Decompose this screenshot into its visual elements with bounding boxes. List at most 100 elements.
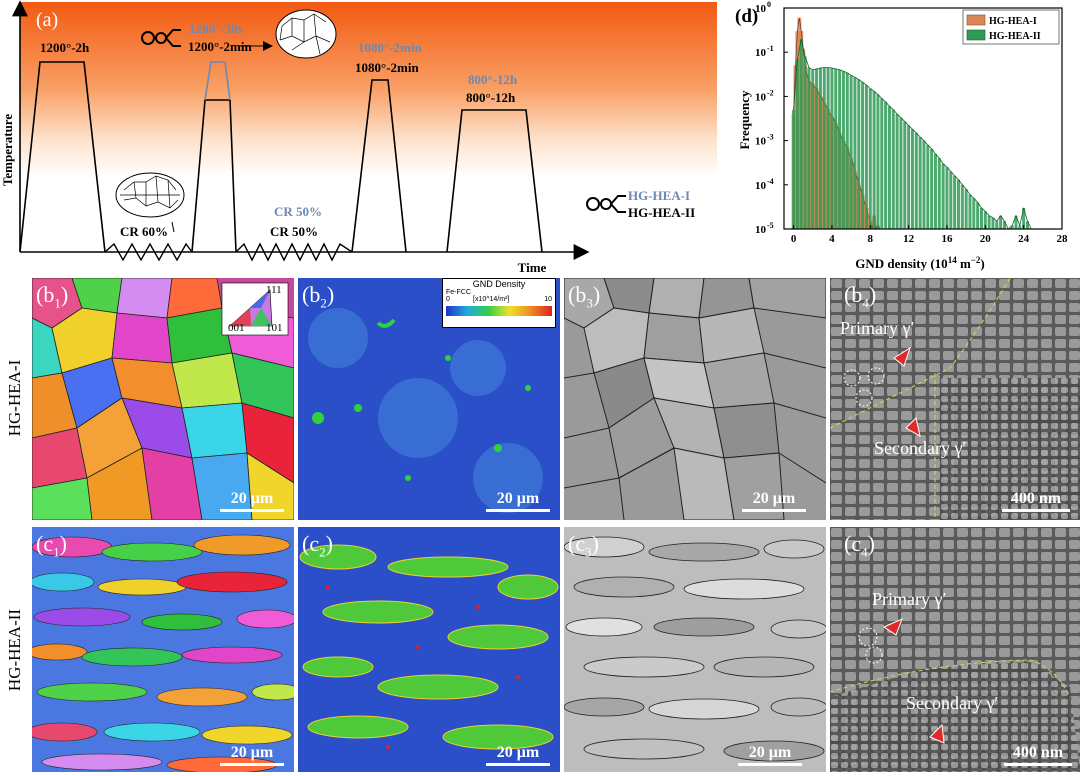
tile-b2-label: (b2): [302, 282, 335, 311]
cr1-label: CR 60%: [120, 224, 168, 239]
curve-step1: [19, 61, 106, 253]
curve-step3: [351, 79, 407, 253]
step4-grey-label: 800°-12h: [468, 72, 518, 87]
curve-step2-grey: [204, 61, 231, 101]
grain-structure-icon-2: [275, 9, 337, 59]
cr2-grey-label: CR 50%: [274, 204, 322, 219]
y-tick-label: 10: [755, 224, 767, 236]
tile-b4-label: (b4): [844, 282, 877, 311]
bar-hea-ii-8: [822, 67, 826, 229]
bar-hea-ii-24: [884, 101, 888, 229]
bar-hea-ii-12: [838, 69, 842, 230]
step2-label: 1200°-2min: [188, 39, 252, 54]
ipf-101-label: 101: [266, 322, 283, 334]
x-tick-label: 4: [829, 233, 835, 245]
y-axis-title: Frequency: [737, 90, 752, 149]
bar-hea-ii-48: [976, 202, 980, 229]
bar-hea-ii-5: [811, 69, 815, 230]
bar-hea-ii-15: [849, 75, 853, 229]
sem-image-c4: [830, 527, 1080, 772]
y-tick-exponent: -3: [767, 133, 774, 142]
panel-d-gnd-histogram: (d) Frequency GND density (1014 m−2) 0 4 8…: [727, 0, 1080, 275]
bar-hea-ii-37: [933, 153, 937, 229]
tile-b3-scale-bar: 20 μm: [742, 490, 806, 512]
x-tick-label: 12: [903, 233, 915, 245]
bar-hea-ii-32: [914, 132, 918, 229]
bar-hea-ii-50: [983, 211, 987, 229]
envelope-hea-ii: [793, 38, 1036, 230]
bar-hea-ii-17: [857, 79, 861, 229]
bar-hea-ii-4: [807, 67, 811, 229]
tile-b1-scale-bar: 20 μm: [220, 490, 284, 512]
legend-label-i: HG-HEA-I: [989, 16, 1037, 27]
bar-hea-ii-41: [949, 171, 953, 229]
grain-structure-icon-1: [115, 172, 185, 218]
tile-b3-band-contrast: (b3) 20 μm: [564, 278, 826, 520]
y-tick-label: 10: [755, 136, 767, 148]
bar-hea-ii-19: [864, 85, 868, 229]
curve-step2: [191, 99, 237, 253]
legend-symbol: [586, 195, 626, 213]
tile-b1-label: (b1): [36, 282, 69, 311]
bar-hea-ii-18: [861, 82, 865, 230]
histogram-bars: [791, 17, 1036, 231]
colorbar-phase: Fe-FCC: [446, 289, 471, 296]
bar-hea-ii-21: [872, 91, 876, 229]
bar-hea-ii-44: [960, 184, 964, 229]
band-contrast-c3: [564, 527, 826, 772]
tile-c3-label: (c3): [568, 531, 599, 560]
gnd-map-c2: [298, 527, 560, 772]
gnd-colorbar: GND Density Fe-FCC 0 [x10^14/m²] 10: [442, 278, 556, 328]
bar-hea-ii-13: [841, 71, 845, 229]
sem-image-b4: [830, 278, 1080, 520]
cr2-label: CR 50%: [270, 224, 318, 239]
panel-a-label: (a): [36, 9, 58, 31]
bar-hea-ii-54: [999, 215, 1003, 229]
legend-label-ii: HG-HEA-II: [989, 31, 1041, 42]
y-tick-label: 10: [755, 47, 767, 59]
primary-gamma-label-c4: Primary γ′: [872, 589, 947, 609]
bar-hea-ii-52: [991, 217, 995, 229]
bar-hea-ii-42: [953, 175, 957, 229]
bar-hea-ii-33: [918, 137, 922, 229]
bar-hea-ii-23: [880, 98, 884, 229]
panel-a-heat-treatment: (a) Temperature Time 1200°-2h 1200°-30s …: [0, 0, 727, 275]
y-tick-label: 10: [755, 3, 767, 15]
bar-hea-ii-30: [907, 125, 911, 229]
step3-label: 1080°-2min: [355, 60, 419, 75]
tile-c1-scale-bar: 20 μm: [220, 744, 284, 766]
tile-b1-ipf-map: (b1) 111 001 101 20 μm: [32, 278, 294, 520]
bar-hea-ii-22: [876, 94, 880, 230]
bar-hea-ii-57: [1010, 225, 1014, 229]
bar-hea-ii-36: [930, 148, 934, 229]
bar-hea-ii-39: [941, 163, 945, 229]
tile-c4-label: (c4): [844, 531, 875, 560]
bar-hea-ii-35: [926, 144, 930, 229]
legend-swatch-i: [966, 14, 986, 26]
x-axis-label: Time: [518, 260, 547, 275]
cr1-zigzag: [104, 242, 193, 262]
step1-label: 1200°-2h: [40, 40, 90, 55]
tile-c1-ipf-map: (c1) 20 μm: [32, 527, 294, 772]
band-contrast-image: [564, 278, 826, 520]
bar-hea-ii-26: [891, 109, 895, 229]
secondary-gamma-label: Secondary γ′: [874, 438, 967, 458]
y-tick-label: 10: [755, 91, 767, 103]
tile-c3-scale-bar: 20 μm: [738, 744, 802, 766]
colorbar-gradient: [446, 306, 552, 316]
bar-hea-ii-6: [815, 68, 819, 229]
colorbar-scale-text: 0 [x10^14/m²] 10: [446, 296, 552, 303]
legend-i: HG-HEA-I: [628, 188, 690, 203]
x-tick-label: 16: [941, 233, 953, 245]
ipf-map-image: [32, 278, 294, 520]
curve-step4: [446, 109, 543, 253]
step2-grey-label: 1200°-30s: [189, 21, 243, 36]
plot-frame: [783, 7, 1063, 230]
bar-hea-ii-43: [956, 179, 960, 229]
bar-hea-ii-25: [887, 106, 891, 229]
tile-c2-scale-bar: 20 μm: [486, 744, 550, 766]
row-label-c: HG-HEA-II: [5, 608, 25, 692]
y-tick-exponent: -4: [767, 177, 774, 186]
x-axis-title: GND density (1014 m−2): [855, 255, 985, 271]
